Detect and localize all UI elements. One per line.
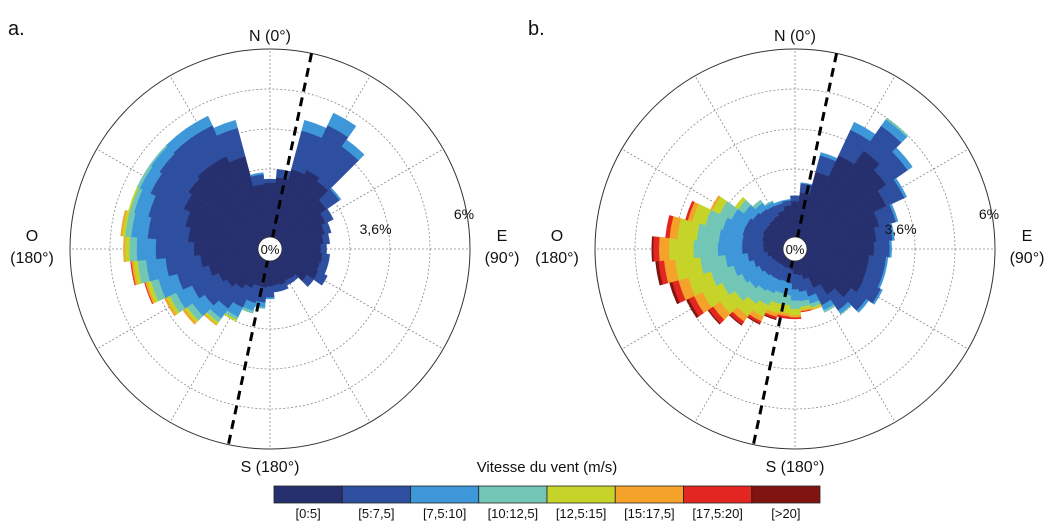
colorbar-swatch [273,485,343,504]
wind-rose-panel-a: 0% 3,6% 6% N (0°) S (180°) E (90°) O (180°) a. [8,18,519,476]
wind-sector-bin [889,222,895,241]
south-label: S (180°) [766,459,825,476]
colorbar-title: Vitesse du vent (m/s) [477,459,618,476]
radial-tick-label: 0% [261,242,280,257]
radial-tick-label: 6% [454,206,474,222]
wind-sector-bin [788,317,802,320]
wind-sector-bin [789,300,801,310]
wind-sector-bin [124,236,130,262]
wind-sector-bin [781,198,791,202]
panel-letter: a. [8,18,25,40]
wind-sector-bin [341,139,365,161]
wind-sector-bin [265,286,275,298]
colorbar-swatch [546,485,616,504]
panel-letter: b. [528,18,545,40]
wind-sector-bin [717,242,743,256]
wind-sector-bin [668,237,694,261]
wind-sector-bin [320,243,327,255]
wind-sector-bin [788,308,802,316]
wind-sector-bin [263,178,277,183]
wind-sector-bin [651,236,654,262]
wind-sector-bin [136,237,157,261]
wind-sector-bin [129,236,138,262]
colorbar-label: [7,5:10] [423,506,466,521]
wind-sector-bin [790,289,800,302]
radial-tick-label: 6% [979,206,999,222]
wind-sector-bin [790,195,800,202]
colorbar-label: [>20] [771,506,800,521]
radial-tick-label: 3,6% [885,221,917,237]
east-label: E [1022,228,1033,245]
wind-sector-bin [873,240,890,258]
colorbar-swatch [478,485,548,504]
colorbar-swatch [614,485,684,504]
colorbar-swatch [683,485,753,504]
wind-sector-bin [840,304,852,315]
colorbar: [0:5] [5:7,5] [7,5:10] [10:12,5] [12,5:15] [1… [273,485,821,521]
west-label: O [551,228,563,245]
wind-sector-bin [885,117,909,138]
wind-sector-bin [265,297,275,300]
east-sublabel: (90°) [1010,250,1045,267]
wind-sector-bin [185,115,213,138]
wind-sector-bin [710,195,721,211]
north-label: N (0°) [249,28,291,45]
wind-sector-bin [893,177,908,199]
colorbar-swatch [751,485,821,504]
west-label: O [26,228,38,245]
colorbar-label: [17,5:20] [692,506,743,521]
outer-ring [69,48,471,450]
north-label: N (0°) [774,28,816,45]
wind-sector-bin [329,187,342,201]
wind-sector-bin [823,304,836,313]
wind-sector-bin [120,209,127,237]
wind-sector-bin [788,315,802,318]
wind-sector-bin [872,288,883,305]
wind-sector-bin [764,200,774,207]
colorbar-label: [5:7,5] [358,506,394,521]
wind-sector-bin [693,239,719,259]
center-hole [782,236,808,262]
colorbar-label: [10:12,5] [488,506,539,521]
colorbar-label: [0:5] [295,506,320,521]
radial-tick-label: 0% [786,242,805,257]
wind-sector-bin [301,274,314,287]
wind-sector-bin [892,147,913,171]
wind-sector-bin [889,240,892,258]
center-hole [257,236,283,262]
wind-sector-bin [327,112,357,138]
west-sublabel: (180°) [10,250,54,267]
wind-sector-bin [652,236,660,262]
west-sublabel: (180°) [535,250,579,267]
wind-sector-bin [658,236,670,262]
wind-rose-panel-b: 0% 3,6% 6% N (0°) S (180°) E (90°) O (180°) b. [528,18,1044,476]
wind-sector-bin [889,203,899,223]
south-label: S (180°) [241,459,300,476]
colorbar-label: [15:17,5] [624,506,675,521]
outer-ring [594,48,996,450]
wind-sector-bin [752,199,763,210]
wind-sector-bin [685,200,695,221]
colorbar-swatch [341,485,411,504]
east-label: E [497,228,508,245]
wind-sector-bin [665,215,674,239]
colorbar-swatch [410,485,480,504]
wind-sector-bin [856,298,870,313]
wind-sector-bin [249,172,264,177]
radial-tick-label: 3,6% [360,221,392,237]
wind-sector-bin [213,119,238,136]
east-sublabel: (90°) [485,250,520,267]
wind-sector-bin [734,196,747,210]
colorbar-label: [12,5:15] [556,506,607,521]
